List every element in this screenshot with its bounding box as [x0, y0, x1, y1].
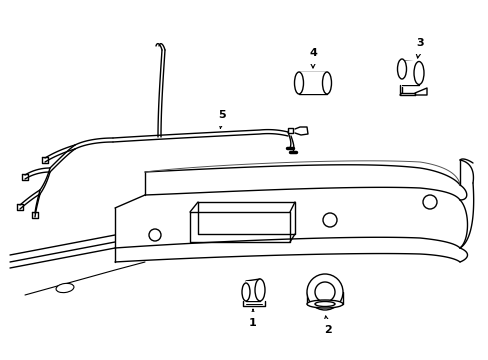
Ellipse shape	[294, 72, 303, 94]
Ellipse shape	[254, 279, 264, 301]
Circle shape	[422, 195, 436, 209]
Text: 2: 2	[324, 316, 331, 335]
Ellipse shape	[397, 59, 406, 79]
Bar	[401, 61, 418, 85]
Ellipse shape	[322, 72, 331, 94]
Circle shape	[314, 282, 334, 302]
Text: 3: 3	[415, 38, 423, 58]
Circle shape	[323, 213, 336, 227]
Bar	[245, 281, 260, 301]
Text: 1: 1	[248, 310, 256, 328]
Ellipse shape	[56, 283, 74, 293]
Ellipse shape	[242, 283, 249, 301]
Text: 5: 5	[218, 110, 225, 129]
Ellipse shape	[306, 300, 342, 308]
Ellipse shape	[314, 302, 334, 306]
Circle shape	[306, 274, 342, 310]
Bar	[298, 72, 326, 94]
Text: 4: 4	[308, 48, 316, 68]
Ellipse shape	[413, 62, 423, 85]
Circle shape	[149, 229, 161, 241]
